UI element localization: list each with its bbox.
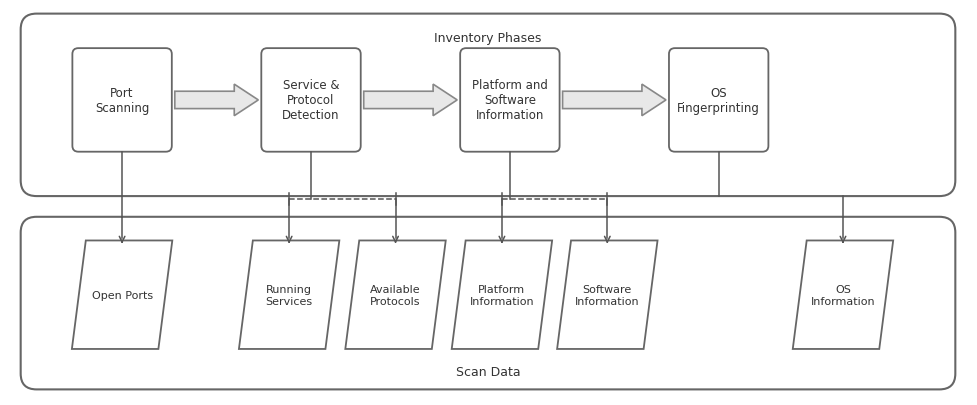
Polygon shape	[792, 241, 893, 349]
FancyBboxPatch shape	[72, 49, 172, 152]
Polygon shape	[563, 85, 666, 116]
Polygon shape	[239, 241, 339, 349]
Text: Open Ports: Open Ports	[92, 290, 152, 300]
Text: Platform
Information: Platform Information	[470, 284, 534, 306]
FancyBboxPatch shape	[261, 49, 361, 152]
Text: Software
Information: Software Information	[575, 284, 640, 306]
Text: OS
Information: OS Information	[811, 284, 875, 306]
Text: Scan Data: Scan Data	[455, 364, 521, 377]
FancyBboxPatch shape	[21, 217, 956, 390]
Text: OS
Fingerprinting: OS Fingerprinting	[677, 87, 760, 115]
Text: Running
Services: Running Services	[266, 284, 313, 306]
Polygon shape	[345, 241, 446, 349]
FancyBboxPatch shape	[669, 49, 768, 152]
Polygon shape	[451, 241, 552, 349]
Text: Service &
Protocol
Detection: Service & Protocol Detection	[282, 79, 340, 122]
Text: Inventory Phases: Inventory Phases	[435, 32, 541, 45]
Text: Port
Scanning: Port Scanning	[95, 87, 149, 115]
Polygon shape	[363, 85, 457, 116]
Polygon shape	[72, 241, 172, 349]
FancyBboxPatch shape	[21, 15, 956, 196]
Polygon shape	[557, 241, 658, 349]
Polygon shape	[175, 85, 258, 116]
FancyBboxPatch shape	[460, 49, 560, 152]
Text: Platform and
Software
Information: Platform and Software Information	[472, 79, 548, 122]
Text: Available
Protocols: Available Protocols	[370, 284, 421, 306]
